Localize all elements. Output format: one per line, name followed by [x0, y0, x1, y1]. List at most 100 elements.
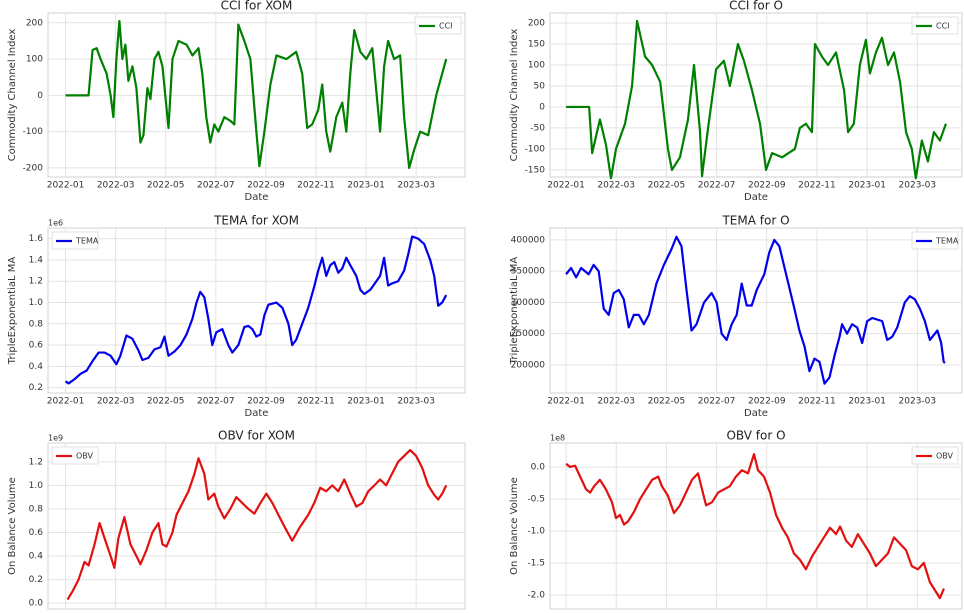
plot-area — [549, 12, 963, 178]
x-tick-label: 2022-01 — [47, 181, 85, 191]
y-tick-label: 200 — [528, 19, 545, 29]
y-tick-label: 1.2 — [29, 277, 43, 287]
y-axis-label: Commodity Channel Index — [7, 29, 18, 162]
x-axis-label: Date — [245, 408, 269, 419]
y-tick-label: -1.0 — [527, 526, 545, 536]
y-tick-label: -100 — [525, 144, 546, 154]
plot-area — [549, 442, 963, 610]
series-line — [65, 19, 448, 170]
y-tick-label: 0.6 — [29, 341, 44, 351]
y-tick-label: -50 — [530, 123, 545, 133]
x-tick-label: 2023-03 — [899, 397, 937, 407]
x-tick-label: 2022-05 — [147, 397, 185, 407]
legend-label: OBV — [76, 452, 94, 461]
y-tick-label: 1.2 — [29, 457, 43, 467]
y-tick-label: 0.8 — [29, 319, 44, 329]
legend-label: TEMA — [75, 237, 99, 246]
x-tick-label: 2022-03 — [597, 181, 635, 191]
x-axis-label: Date — [245, 192, 269, 203]
x-tick-label: 2022-03 — [97, 397, 135, 407]
legend-box — [51, 446, 99, 465]
x-tick-label: 2022-07 — [197, 181, 235, 191]
x-tick-label: 2022-05 — [648, 397, 686, 407]
offset-label: 1e9 — [48, 434, 63, 443]
chart-title: TEMA for XOM — [213, 214, 299, 228]
chart-title: CCI for XOM — [221, 0, 293, 13]
x-tick-label: 2022-09 — [748, 397, 786, 407]
y-tick-label: -200 — [23, 163, 44, 173]
legend-box — [51, 231, 99, 250]
y-tick-label: 200000 — [511, 360, 546, 370]
legend-label: TEMA — [935, 237, 959, 246]
plot-area — [549, 227, 963, 394]
x-tick-label: 2022-09 — [748, 181, 786, 191]
x-tick-label: 2022-03 — [97, 181, 135, 191]
series-line — [566, 19, 947, 180]
y-tick-label: 1.0 — [29, 481, 44, 491]
x-tick-label: 2022-07 — [698, 397, 736, 407]
chart-panel: 0.0 -0.5 -1.0 -1.5 -2.0 OBV for O On Balance V… — [509, 429, 963, 610]
y-tick-label: 150 — [528, 40, 545, 50]
x-tick-label: 2022-11 — [798, 181, 836, 191]
x-tick-label: 2022-11 — [297, 181, 335, 191]
y-tick-label: 200 — [26, 18, 43, 28]
offset-label: 1e8 — [550, 434, 565, 443]
y-tick-label: -0.5 — [527, 494, 545, 504]
x-tick-label: 2022-09 — [247, 397, 285, 407]
y-tick-label: -2.0 — [527, 590, 545, 600]
y-tick-label: 100 — [528, 61, 545, 71]
y-tick-label: 250000 — [511, 329, 546, 339]
x-tick-label: 2022-09 — [247, 181, 285, 191]
y-tick-label: -1.5 — [527, 558, 545, 568]
chart-title: OBV for O — [726, 429, 785, 443]
x-axis-label: Date — [744, 408, 768, 419]
legend-box — [911, 231, 959, 250]
y-tick-label: 0.4 — [29, 362, 44, 372]
plot-area — [47, 442, 466, 610]
legend-label: OBV — [936, 452, 954, 461]
y-tick-label: 1.0 — [29, 298, 44, 308]
chart-title: OBV for XOM — [218, 429, 295, 443]
chart-title: CCI for O — [729, 0, 783, 13]
y-tick-label: 300000 — [511, 298, 546, 308]
y-tick-label: 0 — [539, 102, 545, 112]
legend-box — [414, 16, 462, 35]
chart-panel: 200000 250000 300000 350000 400000 2022-01 202… — [509, 214, 963, 419]
series-line — [64, 235, 448, 385]
y-axis-label: On Balance Volume — [7, 477, 18, 575]
y-tick-label: -100 — [23, 127, 44, 137]
y-axis-label: TripleExponentiaL MA — [7, 257, 18, 366]
y-tick-label: 0.8 — [29, 504, 44, 514]
y-tick-label: 0.2 — [29, 383, 43, 393]
x-tick-label: 2023-01 — [347, 397, 385, 407]
x-tick-label: 2022-07 — [197, 397, 235, 407]
y-axis-label: Commodity Channel Index — [509, 29, 520, 162]
chart-panel: 0.0 0.2 0.4 0.6 0.8 1.0 1.2 OBV for XOM On Balan… — [7, 429, 466, 610]
y-tick-label: 400000 — [511, 235, 546, 245]
y-tick-label: 0.2 — [29, 575, 43, 585]
series-line — [66, 448, 448, 601]
plot-area — [47, 227, 466, 394]
chart-title: TEMA for O — [721, 214, 789, 228]
y-tick-label: 100 — [26, 55, 43, 65]
x-tick-label: 2023-03 — [397, 181, 435, 191]
x-tick-label: 2022-01 — [547, 397, 585, 407]
series-line — [565, 453, 945, 600]
y-tick-label: 0.0 — [531, 462, 546, 472]
chart-panel: -200 -100 0 100 200 2022-01 2022-03 2022-05 2022… — [7, 0, 466, 203]
x-tick-label: 2022-05 — [648, 181, 686, 191]
y-tick-label: 0.6 — [29, 528, 44, 538]
x-tick-label: 2022-11 — [297, 397, 335, 407]
y-axis-label: TripleExponentiaL MA — [509, 257, 520, 366]
x-tick-label: 2022-03 — [597, 397, 635, 407]
x-tick-label: 2023-01 — [848, 181, 886, 191]
x-tick-label: 2023-01 — [848, 397, 886, 407]
x-tick-label: 2023-03 — [397, 397, 435, 407]
offset-label: 1e6 — [48, 219, 63, 228]
chart-panel: 0.2 0.4 0.6 0.8 1.0 1.2 1.4 1.6 2022-01 2022-03 20… — [7, 214, 466, 419]
x-tick-label: 2022-01 — [547, 181, 585, 191]
y-tick-label: 1.4 — [29, 255, 44, 265]
y-tick-label: -150 — [525, 165, 546, 175]
